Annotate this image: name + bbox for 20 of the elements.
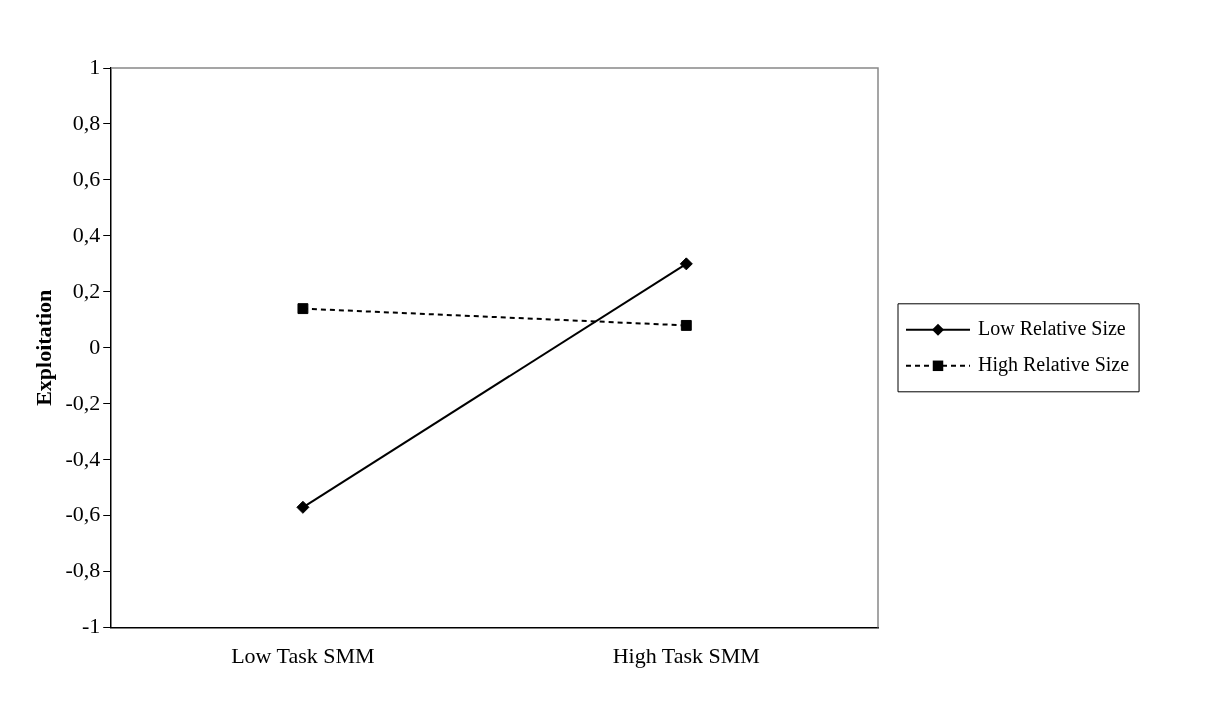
y-tick-label: 0,4 [72, 221, 101, 247]
y-tick-label: -0,8 [65, 557, 101, 583]
y-axis-title: Exploitation [30, 289, 56, 406]
y-tick-label: 0,2 [72, 277, 101, 303]
point [679, 257, 693, 271]
x-tick-label: Low Task SMM [231, 642, 375, 668]
y-tick-label: 0 [89, 333, 101, 359]
legend-label: Low Relative Size [978, 317, 1126, 340]
y-tick-label: -0,6 [65, 501, 101, 527]
point [296, 500, 310, 514]
x-tick-label: High Task SMM [612, 642, 760, 668]
y-tick-label: -0,4 [65, 445, 101, 471]
y-tick-label: 1 [89, 53, 101, 79]
point [680, 319, 692, 331]
y-tick-label: -1 [81, 613, 101, 639]
legend-label: High Relative Size [978, 353, 1130, 377]
y-tick-label: -0,2 [65, 389, 101, 415]
y-tick-label: 0,8 [72, 109, 101, 135]
point [297, 303, 309, 315]
y-tick-label: 0,6 [72, 165, 101, 191]
